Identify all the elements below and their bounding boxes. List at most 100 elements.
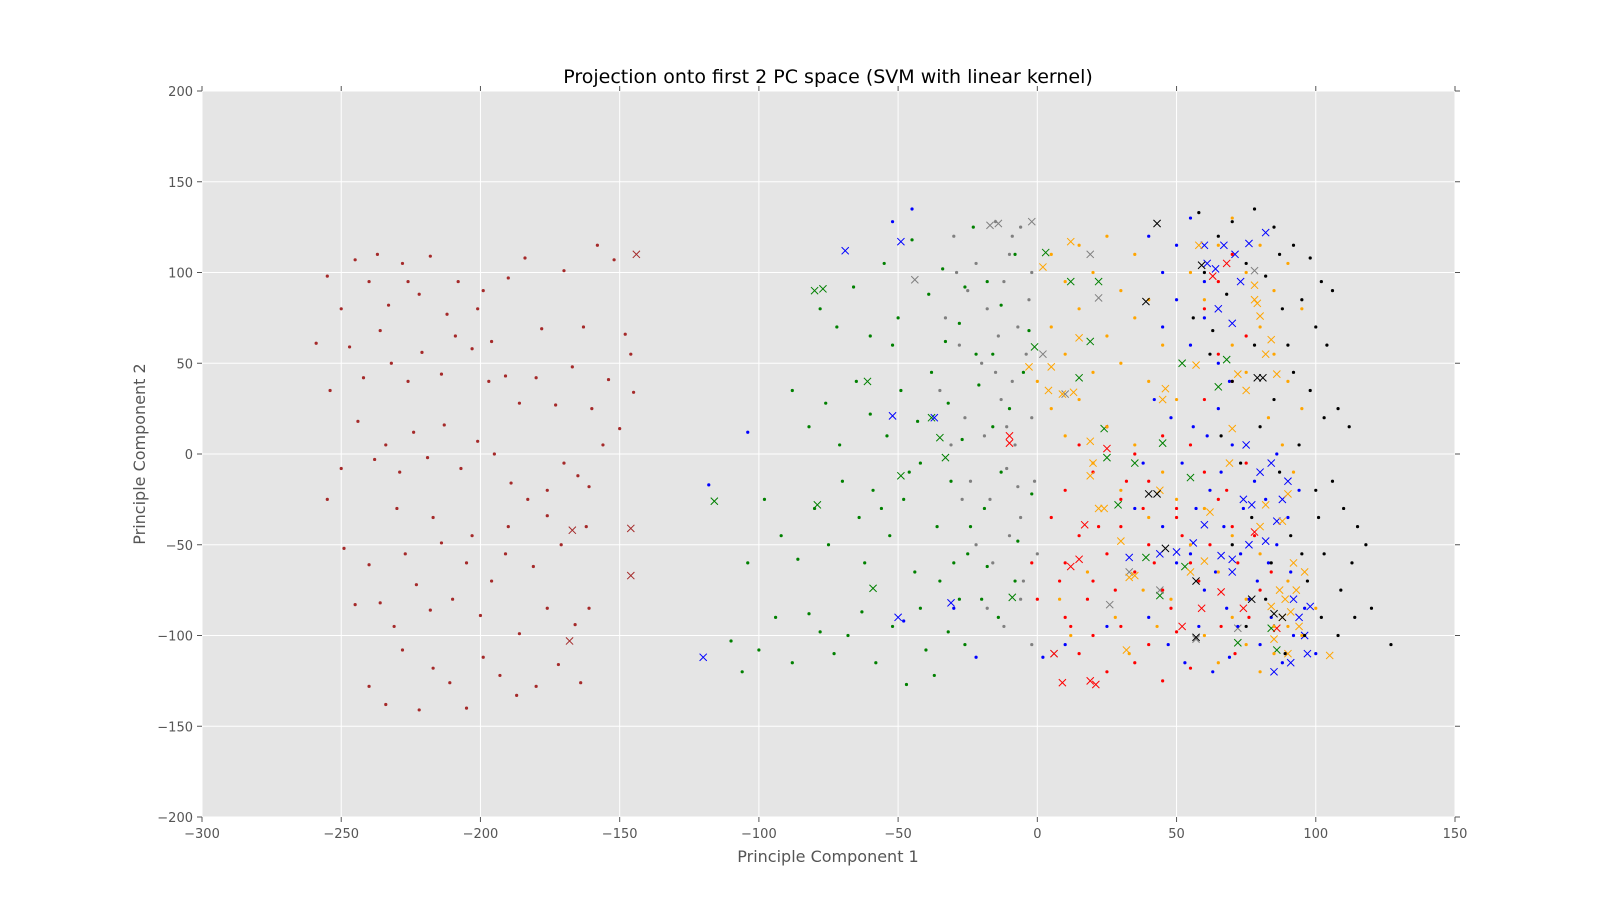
data-point <box>952 561 956 565</box>
data-point <box>1283 652 1287 656</box>
support-vector-marker <box>1161 384 1170 393</box>
data-point <box>1230 379 1234 383</box>
data-point <box>890 220 895 224</box>
support-vector-marker <box>869 584 878 593</box>
data-point <box>968 479 973 483</box>
support-vector-marker <box>1214 304 1223 313</box>
data-point <box>1202 316 1206 320</box>
data-point <box>1030 416 1034 420</box>
data-point <box>623 332 627 336</box>
data-point <box>1174 515 1179 520</box>
support-vector-marker <box>1178 622 1187 631</box>
data-point <box>762 497 767 501</box>
data-point <box>406 279 410 284</box>
x-axis-label: Principle Component 1 <box>737 847 918 866</box>
data-point <box>1174 497 1179 501</box>
data-point <box>1297 443 1301 447</box>
support-vector-marker <box>1244 239 1253 248</box>
data-point <box>927 292 931 296</box>
data-point <box>1216 407 1220 411</box>
data-point <box>1202 506 1206 511</box>
support-vector-marker <box>1283 477 1292 486</box>
support-vector-marker <box>1250 266 1259 275</box>
data-point <box>1272 624 1276 629</box>
support-vector-marker <box>1239 495 1248 504</box>
support-vector-marker <box>1089 459 1097 468</box>
data-point <box>957 597 961 601</box>
data-point <box>1216 243 1220 247</box>
data-point <box>1202 298 1206 302</box>
data-point <box>1230 343 1234 347</box>
support-vector-marker <box>1186 568 1195 576</box>
data-point <box>1188 216 1193 220</box>
data-point <box>1141 461 1145 465</box>
data-point <box>464 706 469 710</box>
data-point <box>1063 279 1067 284</box>
support-vector-marker <box>1214 382 1223 391</box>
data-point <box>1077 397 1081 402</box>
support-vector-marker <box>813 500 822 509</box>
data-point <box>882 261 886 266</box>
data-point <box>1058 597 1062 601</box>
data-point <box>503 374 508 378</box>
data-point <box>1113 588 1117 592</box>
data-point <box>991 561 995 565</box>
support-vector-marker <box>810 286 819 295</box>
data-point <box>1105 552 1109 556</box>
support-vector-marker <box>1008 593 1017 602</box>
data-point <box>554 403 558 407</box>
data-point <box>1141 506 1145 511</box>
data-point <box>974 543 978 547</box>
data-point <box>1063 352 1067 356</box>
support-vector-marker <box>1256 468 1265 477</box>
data-point <box>1266 416 1271 420</box>
support-vector-marker <box>1161 544 1170 553</box>
data-point <box>1202 588 1206 592</box>
data-point <box>498 673 502 678</box>
data-point <box>412 430 416 434</box>
support-vector-marker <box>1066 277 1075 286</box>
data-point <box>1286 515 1290 520</box>
support-vector-marker <box>1192 361 1201 370</box>
support-vector-marker <box>1261 350 1270 359</box>
data-point <box>1013 443 1017 447</box>
data-point <box>863 561 867 565</box>
data-point <box>1152 561 1156 565</box>
data-point <box>1019 225 1023 229</box>
data-point <box>888 534 892 538</box>
data-point <box>1105 425 1109 429</box>
data-point <box>581 325 586 329</box>
support-vector-marker <box>1102 453 1111 462</box>
x-tick-label: 150 <box>1443 827 1468 842</box>
data-point <box>1272 225 1276 229</box>
data-point <box>1230 252 1234 256</box>
data-point <box>464 561 469 565</box>
support-vector-marker <box>632 250 641 259</box>
support-vector-marker <box>1094 504 1103 513</box>
y-tick-labels: 200 150 100 50 0 −50 −100 −150 −200 <box>157 85 193 826</box>
data-point <box>590 407 594 411</box>
y-tick-label: −50 <box>166 539 193 554</box>
data-point <box>999 303 1003 307</box>
data-point <box>1216 570 1220 574</box>
x-tick-label: −300 <box>184 827 220 842</box>
data-point <box>1314 488 1318 492</box>
data-point <box>938 579 942 583</box>
data-point <box>353 603 357 607</box>
data-point <box>1230 543 1234 547</box>
data-point <box>1133 506 1137 511</box>
data-point <box>1091 370 1095 374</box>
data-point <box>1244 261 1248 266</box>
data-point <box>1219 470 1223 474</box>
data-point <box>1258 670 1262 674</box>
data-point <box>1021 579 1026 583</box>
data-point <box>890 624 895 629</box>
data-point <box>526 497 530 501</box>
data-point <box>1291 370 1296 374</box>
data-point <box>854 379 858 383</box>
support-vector-marker <box>1225 459 1234 468</box>
x-tick-label: −250 <box>323 827 359 842</box>
data-points <box>314 207 1393 712</box>
data-point <box>960 437 964 442</box>
data-point <box>1289 570 1293 574</box>
